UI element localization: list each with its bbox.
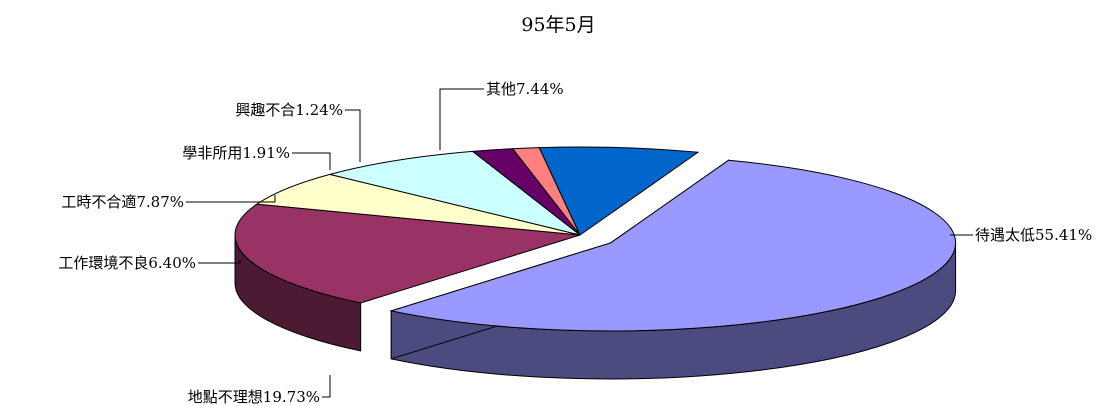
- leader-line-1: [322, 375, 331, 398]
- slice-label-1: 地點不理想19.73%: [188, 388, 320, 406]
- slice-label-5: 興趣不合1.24%: [235, 101, 343, 119]
- slice-label-3: 工時不合適7.87%: [61, 193, 184, 211]
- slice-label-4: 學非所用1.91%: [182, 144, 290, 162]
- pie-slice-1: [234, 203, 581, 304]
- pie-slice-3: [329, 150, 581, 236]
- leader-line-6: [439, 88, 484, 150]
- chart-title: 95年5月: [521, 14, 596, 36]
- leader-line-3: [186, 195, 276, 203]
- pie-slice-0: [389, 159, 957, 332]
- pie-slice-6: [538, 146, 700, 236]
- leader-line-2: [198, 260, 241, 264]
- slice-label-2: 工作環境不良6.40%: [58, 254, 196, 272]
- slice-label-6: 其他7.44%: [486, 80, 564, 98]
- slice-label-0: 待遇太低55.41%: [975, 226, 1092, 244]
- leader-line-5: [345, 109, 361, 162]
- leader-line-4: [292, 152, 331, 170]
- pie-slice-2: [255, 173, 581, 236]
